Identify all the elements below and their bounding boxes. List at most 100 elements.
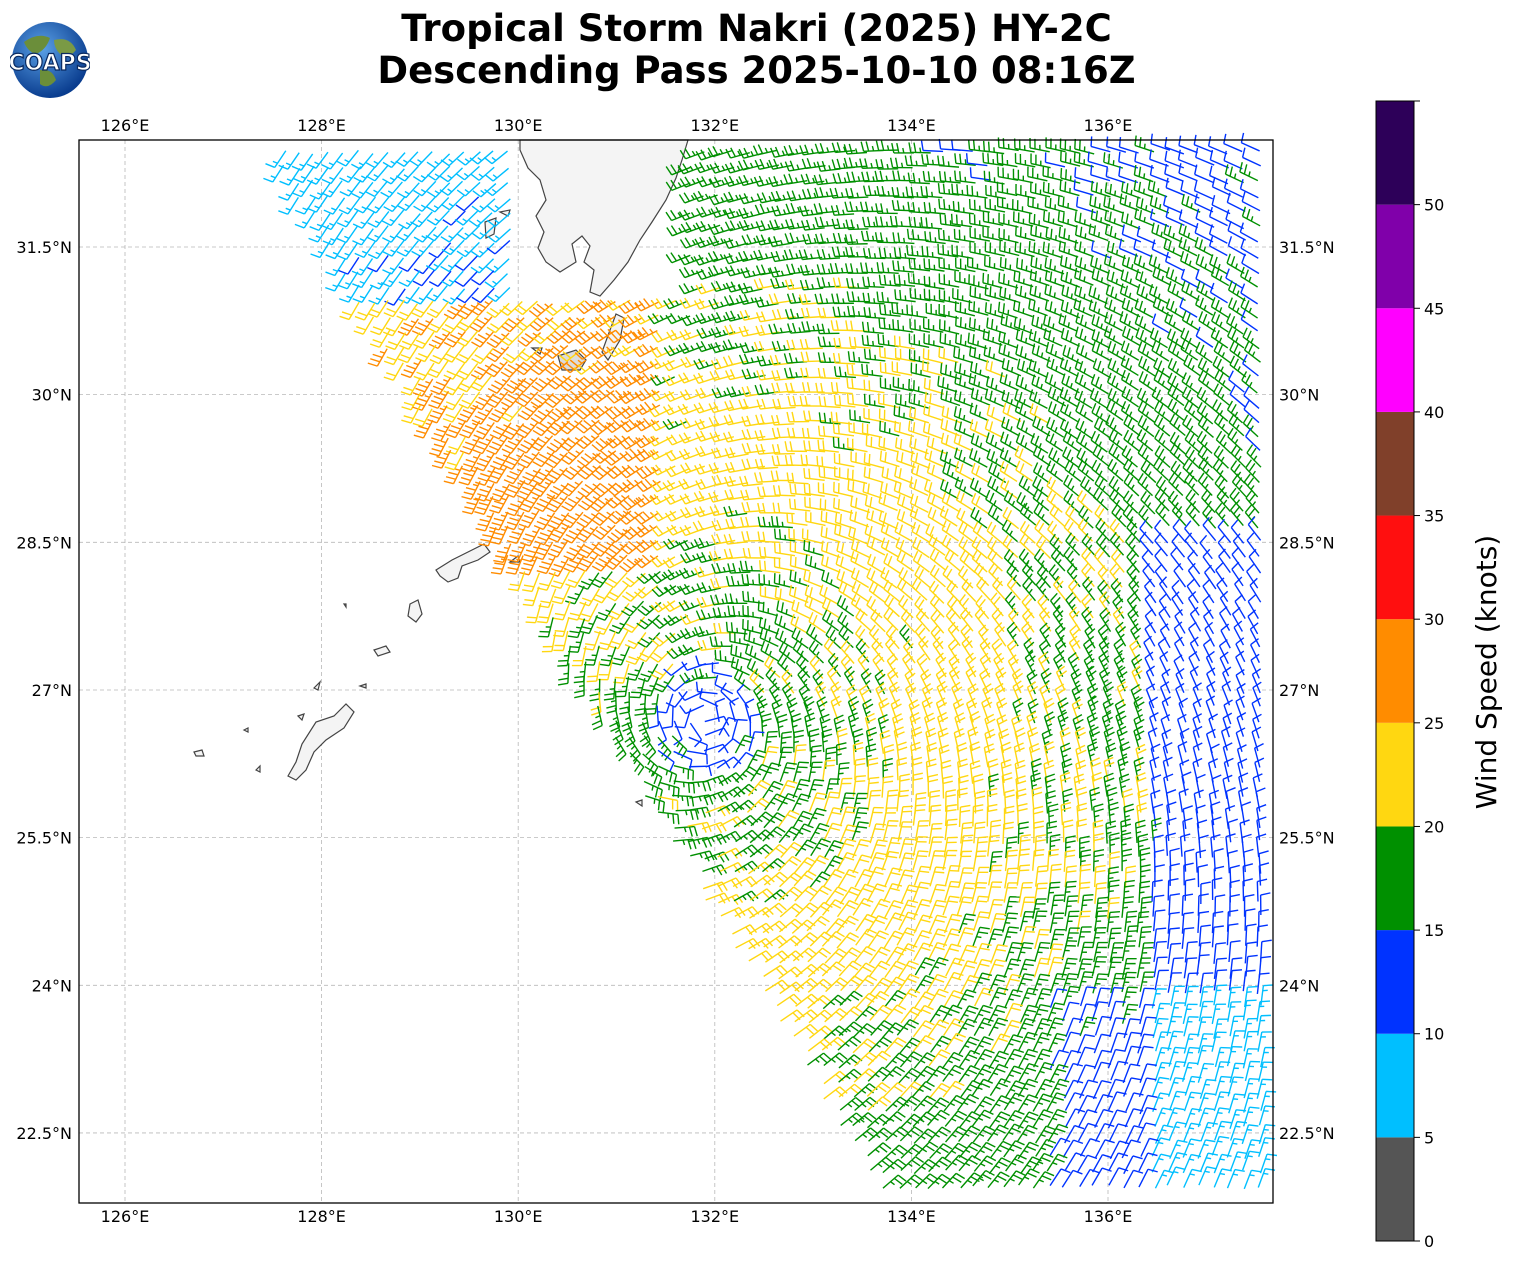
wind-barb [325, 258, 347, 277]
wind-barb [309, 213, 331, 232]
wind-barb [577, 465, 601, 480]
wind-barb [1046, 1153, 1068, 1172]
wind-barb [739, 560, 763, 572]
wind-barb [954, 153, 976, 167]
wind-barb [898, 773, 910, 797]
wind-barb [1105, 284, 1125, 304]
wind-barb [1045, 341, 1065, 361]
wind-barb [1103, 196, 1123, 214]
wind-barb [1194, 222, 1214, 243]
wind-barb [968, 213, 990, 228]
wind-barb [1120, 401, 1139, 423]
colorbar-bin [1376, 204, 1414, 309]
wind-barb [755, 220, 780, 232]
wind-barb [1151, 774, 1162, 799]
wind-barb [848, 526, 868, 545]
wind-barb [879, 729, 891, 754]
wind-barb [953, 346, 974, 364]
wind-barb [1182, 805, 1193, 829]
wind-barb [879, 377, 901, 392]
wind-barb [634, 298, 660, 312]
wind-barb [818, 396, 841, 409]
wind-barb [800, 454, 823, 467]
wind-barb [986, 787, 998, 811]
wind-barb [724, 400, 749, 412]
wind-barb [754, 158, 779, 171]
wind-barb [878, 318, 900, 332]
wind-barb [1035, 535, 1052, 560]
wind-barb [1000, 431, 1019, 452]
wind-barb [1199, 972, 1214, 994]
wind-barb [1039, 622, 1052, 648]
wind-barb [442, 210, 466, 226]
wind-barb [984, 241, 1005, 257]
wind-barb [996, 196, 1018, 212]
wind-barb [896, 927, 917, 946]
wind-barb [1045, 227, 1066, 244]
wind-barb [769, 219, 794, 231]
wind-barb [1178, 223, 1198, 243]
wind-barb [1018, 881, 1033, 903]
wind-barb [798, 294, 823, 305]
wind-barb [799, 338, 823, 350]
wind-barb [881, 466, 902, 484]
chart-subtitle: Descending Pass 2025-10-10 08:16Z [377, 49, 1136, 92]
wind-barb [1169, 413, 1186, 437]
wind-barb [489, 483, 511, 502]
wind-barb [442, 404, 464, 423]
wind-barb [1046, 848, 1059, 871]
wind-barb [1014, 284, 1035, 302]
wind-barb [648, 406, 674, 418]
wind-barb [863, 452, 884, 469]
wind-barb [922, 170, 945, 184]
wind-barb [710, 577, 734, 589]
wind-barb [426, 165, 451, 181]
wind-barb [958, 1049, 981, 1068]
wind-barb [680, 356, 706, 368]
wind-barb [412, 166, 437, 183]
wind-barb [1092, 487, 1109, 511]
wind-barb [1213, 341, 1231, 364]
wind-barb [757, 486, 781, 498]
wind-barb [545, 302, 570, 317]
wind-barb [1242, 1048, 1258, 1069]
wind-barb [941, 1172, 966, 1189]
wind-barb [1226, 192, 1246, 213]
wind-barb [291, 179, 314, 198]
wind-barb [1243, 1078, 1260, 1099]
wind-barb [1020, 987, 1039, 1008]
wind-barb [559, 405, 584, 420]
wind-barb [1229, 340, 1247, 363]
wind-barb [1134, 151, 1155, 169]
wind-barb [665, 312, 691, 325]
wind-barb [808, 728, 820, 752]
wind-barb [923, 258, 945, 272]
wind-barb [839, 1006, 863, 1022]
wind-barb [950, 213, 973, 228]
wind-barb [428, 331, 451, 349]
wind-barb [783, 249, 808, 261]
wind-barb [1167, 384, 1185, 407]
wind-barb [461, 480, 481, 500]
wind-barb [983, 170, 1005, 185]
wind-barb [1225, 268, 1244, 290]
lon-ticks-bottom: 126°E 128°E 130°E 132°E 134°E 136°E [101, 1207, 1133, 1226]
wind-barb [783, 367, 808, 379]
wind-barb [1028, 241, 1049, 258]
wind-barb [503, 466, 526, 485]
wind-barb [906, 304, 928, 319]
wind-barb [1216, 577, 1229, 603]
wind-barb [1032, 445, 1051, 467]
wind-barb [776, 993, 802, 1007]
wind-barb [561, 359, 587, 374]
wind-barb [708, 415, 734, 428]
wind-barb [709, 636, 733, 648]
wind-barb [846, 171, 870, 183]
wind-barb [1032, 488, 1050, 512]
wind-barb [475, 512, 495, 532]
wind-barb [926, 462, 946, 482]
wind-barb [559, 436, 584, 452]
wind-barb [1154, 1107, 1173, 1127]
wind-barb [1063, 880, 1077, 903]
